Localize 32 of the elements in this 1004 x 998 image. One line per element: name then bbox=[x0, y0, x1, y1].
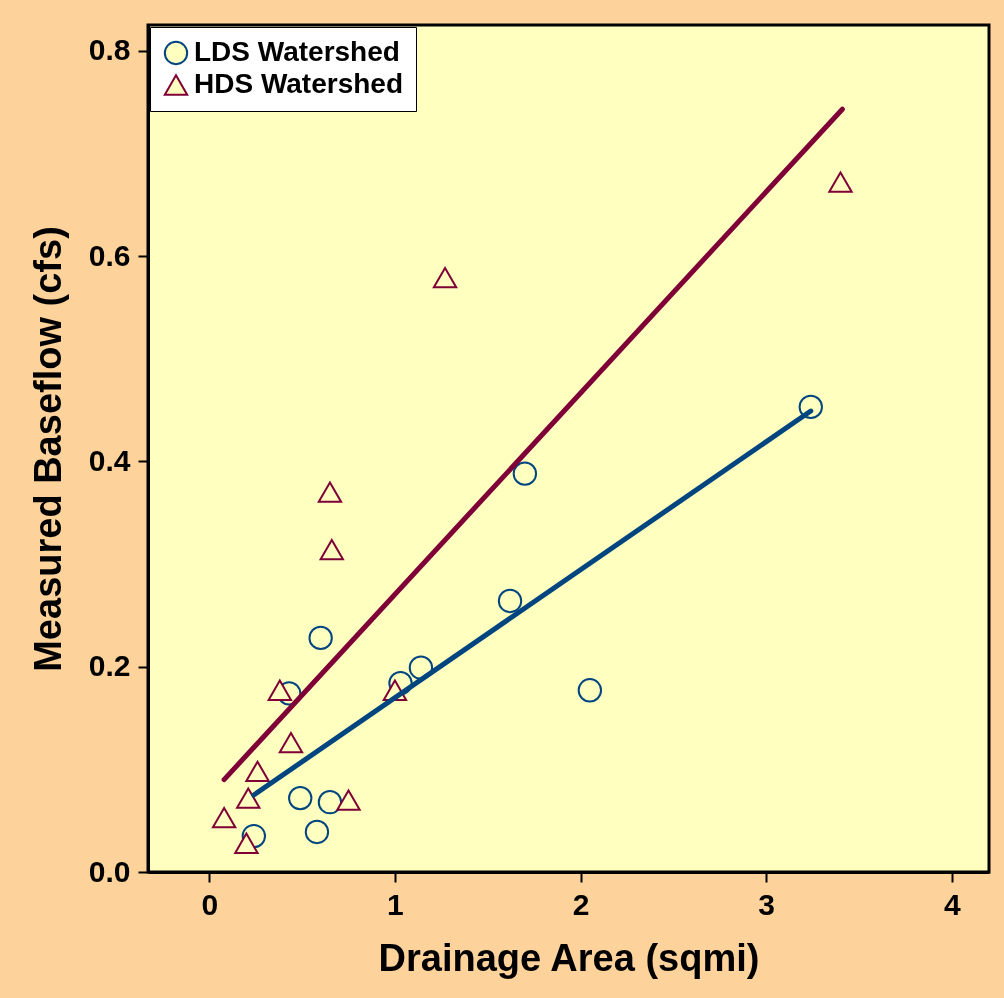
x-tick-label: 4 bbox=[944, 887, 962, 921]
point bbox=[234, 832, 259, 854]
point bbox=[317, 481, 343, 503]
point bbox=[267, 679, 292, 701]
point bbox=[336, 789, 361, 811]
point bbox=[828, 171, 853, 193]
point bbox=[211, 806, 237, 829]
legend-label: LDS Watershed bbox=[194, 36, 400, 67]
point bbox=[304, 819, 330, 845]
point bbox=[278, 731, 304, 754]
point bbox=[577, 678, 603, 703]
y-axis-title: Measured Baseflow (cfs) bbox=[26, 226, 69, 672]
y-tick-label: 0.8 bbox=[88, 33, 131, 67]
y-tick-label: 0.2 bbox=[88, 649, 131, 683]
point bbox=[319, 538, 344, 561]
x-tick-label: 2 bbox=[572, 887, 590, 921]
point bbox=[497, 588, 523, 614]
y-tick-label: 0.4 bbox=[88, 443, 131, 477]
y-tick-label: 0.6 bbox=[88, 238, 131, 272]
x-tick-label: 3 bbox=[758, 887, 776, 921]
point bbox=[317, 790, 343, 815]
x-tick-label: 1 bbox=[387, 887, 404, 921]
x-axis-title: Drainage Area (sqmi) bbox=[378, 936, 760, 979]
legend-label: HDS Watershed bbox=[194, 68, 404, 99]
point bbox=[236, 787, 261, 809]
x-tick-label: 0 bbox=[201, 887, 219, 921]
point bbox=[245, 760, 270, 783]
y-tick-label: 0.0 bbox=[88, 854, 131, 888]
point bbox=[432, 266, 458, 289]
point bbox=[288, 785, 313, 811]
point bbox=[512, 461, 538, 486]
point bbox=[308, 625, 333, 651]
